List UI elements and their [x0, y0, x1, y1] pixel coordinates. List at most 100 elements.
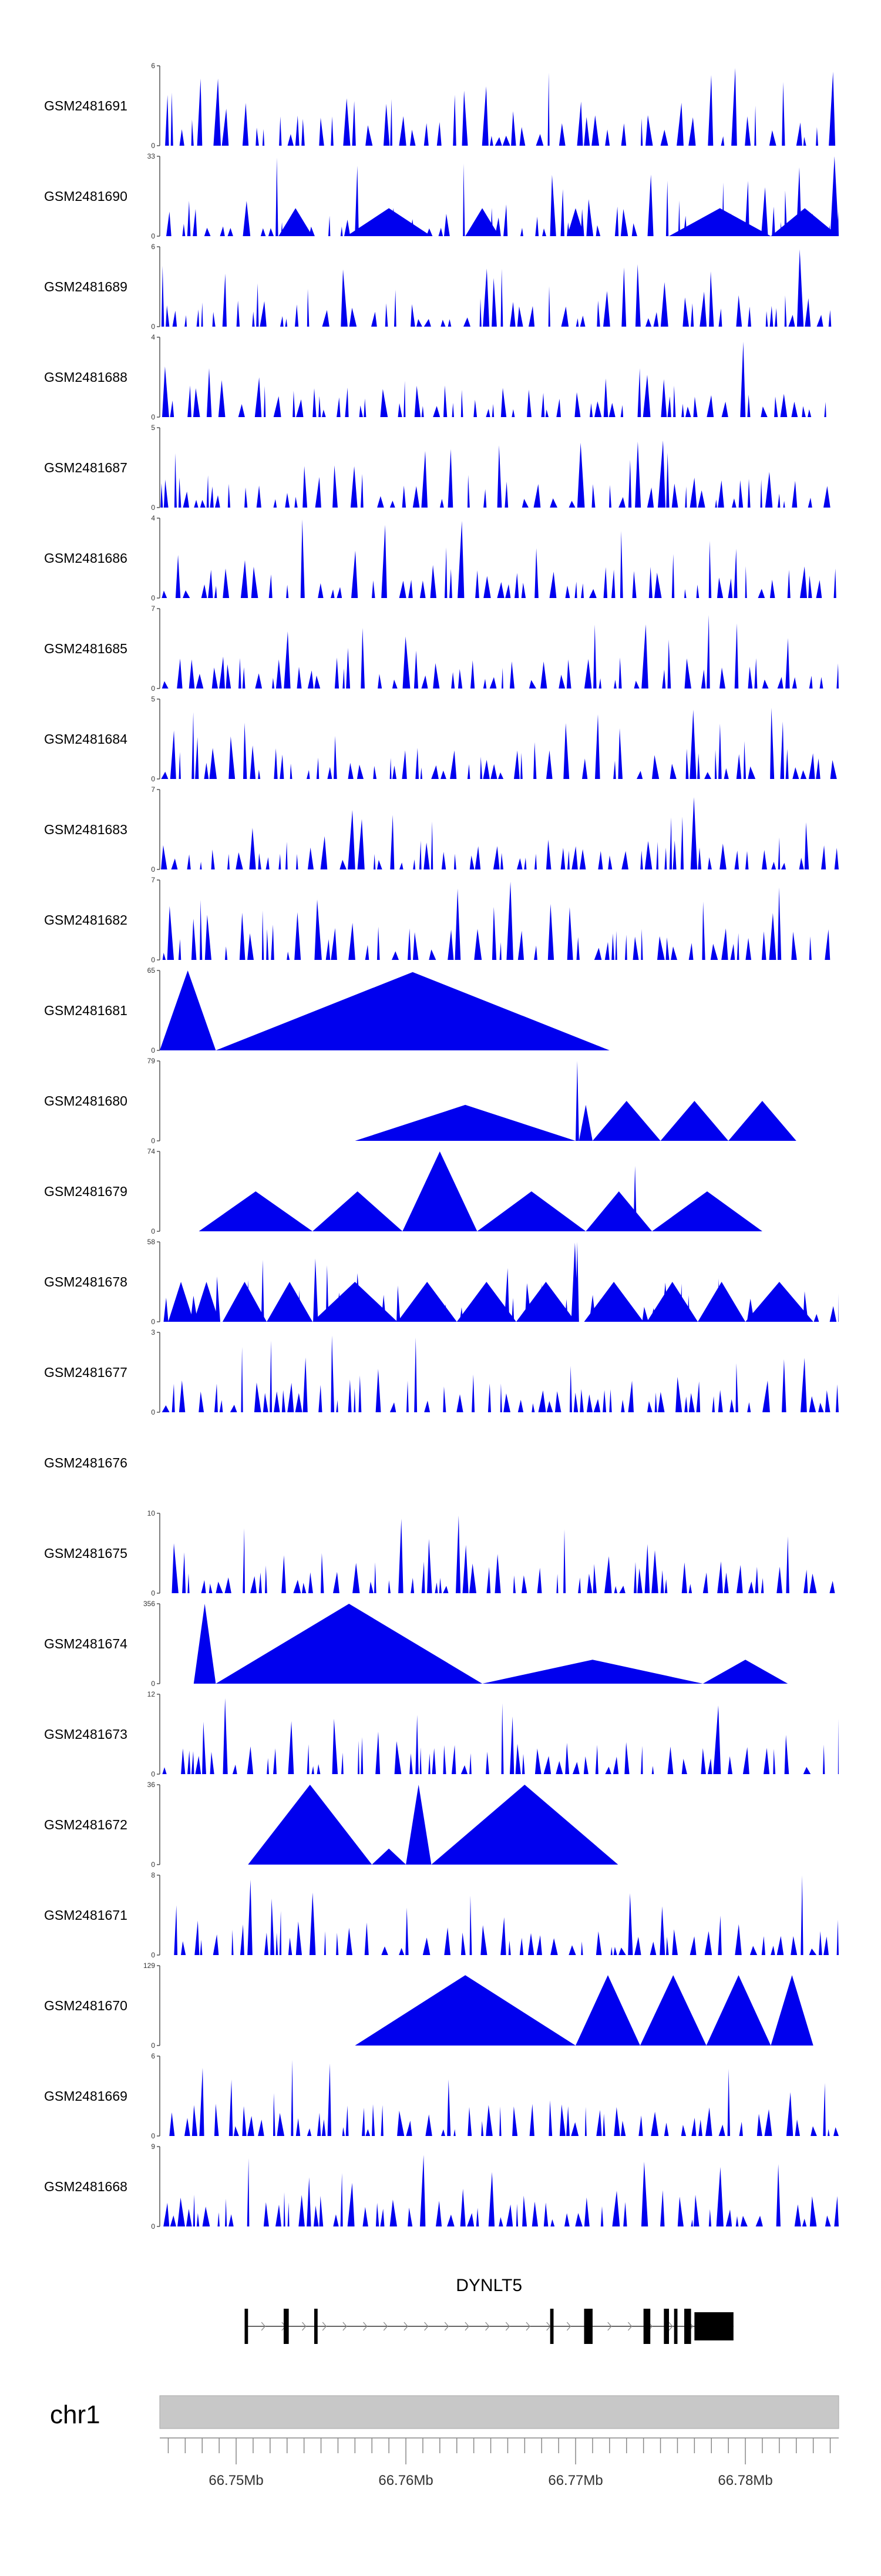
coverage-peak — [193, 1282, 220, 1322]
y-tick-label-zero: 0 — [151, 2132, 155, 2140]
y-tick-label-zero: 0 — [151, 956, 155, 964]
track-GSM2481668: GSM2481668 9 0 — [44, 2142, 839, 2231]
gene-exon — [643, 2309, 651, 2344]
track-label: GSM2481685 — [44, 641, 127, 656]
y-tick-label-zero: 0 — [151, 142, 155, 150]
coverage-area — [160, 519, 839, 598]
coverage-peak — [372, 1848, 406, 1865]
coverage-area — [160, 341, 839, 417]
coverage-area — [160, 249, 839, 327]
track-GSM2481675: GSM2481675 10 0 — [44, 1509, 839, 1597]
x-tick-label: 66.78Mb — [718, 2473, 772, 2488]
strand-arrow — [505, 2322, 510, 2331]
y-tick-label-zero: 0 — [151, 232, 155, 240]
coverage-peak — [248, 1785, 372, 1865]
y-tick-label-zero: 0 — [151, 775, 155, 783]
track-label: GSM2481679 — [44, 1184, 127, 1199]
y-tick-label-max: 7 — [151, 785, 155, 794]
y-tick-label-max: 5 — [151, 424, 155, 432]
strand-arrow — [322, 2322, 327, 2331]
track-label: GSM2481681 — [44, 1003, 127, 1018]
y-tick-label-max: 58 — [147, 1238, 156, 1246]
track-label: GSM2481669 — [44, 2088, 127, 2104]
strand-arrow — [465, 2322, 469, 2331]
track-GSM2481679: GSM2481679 74 0 — [44, 1147, 762, 1235]
coverage-peak — [771, 208, 839, 236]
coverage-peak — [193, 1604, 216, 1684]
coverage-peak — [465, 208, 499, 236]
coverage-peak — [246, 1280, 250, 1322]
coverage-peak — [312, 1191, 403, 1231]
coverage-peak — [402, 1151, 478, 1231]
coverage-peak — [477, 1191, 586, 1231]
coverage-area — [160, 614, 839, 688]
coverage-peak — [355, 1975, 576, 2046]
track-label: GSM2481678 — [44, 1274, 127, 1289]
track-GSM2481683: GSM2481683 7 0 — [44, 785, 839, 874]
strand-arrow — [342, 2322, 347, 2331]
genome-axis: chr1 66.75Mb 66.76Mb 66.77Mb 66.78Mb — [50, 2395, 839, 2488]
coverage-area — [160, 707, 839, 779]
gene-utr-block — [694, 2312, 734, 2340]
y-tick-label-zero: 0 — [151, 684, 155, 693]
track-label: GSM2481670 — [44, 1998, 127, 2013]
gene-exon — [244, 2309, 248, 2344]
coverage-area — [160, 797, 839, 869]
coverage-peak — [584, 1282, 644, 1322]
coverage-peak — [669, 208, 771, 236]
coverage-peak — [586, 1191, 653, 1231]
coverage-peak — [576, 1975, 640, 2046]
track-label: GSM2481680 — [44, 1093, 127, 1109]
track-GSM2481672: GSM2481672 36 0 — [44, 1781, 618, 1869]
track-label: GSM2481684 — [44, 731, 127, 747]
track-GSM2481690: GSM2481690 33 0 — [44, 152, 839, 240]
track-label: GSM2481676 — [44, 1455, 127, 1470]
coverage-area — [160, 1698, 839, 1774]
y-tick-label-max: 36 — [147, 1781, 156, 1789]
track-label: GSM2481671 — [44, 1907, 127, 1923]
coverage-peak — [660, 1101, 729, 1141]
y-tick-label-zero: 0 — [151, 1137, 155, 1145]
coverage-area — [160, 881, 839, 960]
coverage-peak — [216, 1604, 483, 1684]
x-tick-label: 66.75Mb — [209, 2473, 263, 2488]
y-tick-label-max: 4 — [151, 333, 155, 341]
gene-name-label: DYNLT5 — [456, 2276, 522, 2295]
coverage-area — [160, 2060, 839, 2136]
track-GSM2481691: GSM2481691 6 0 — [44, 62, 839, 150]
track-label: GSM2481682 — [44, 912, 127, 928]
coverage-peak — [346, 208, 432, 236]
strand-arrow — [363, 2322, 368, 2331]
coverage-peak — [702, 1660, 788, 1684]
y-tick-label-zero: 0 — [151, 1227, 155, 1235]
strand-arrow — [302, 2322, 307, 2331]
track-label: GSM2481688 — [44, 370, 127, 385]
gene-model: DYNLT5 — [244, 2276, 734, 2344]
coverage-peak — [728, 1101, 796, 1141]
coverage-peak — [647, 1282, 698, 1322]
coverage-peak — [278, 208, 313, 236]
strand-arrow — [444, 2322, 449, 2331]
coverage-peak — [698, 1282, 746, 1322]
coverage-area — [160, 1875, 839, 1955]
strand-arrow — [261, 2322, 266, 2331]
gene-exon — [664, 2309, 669, 2344]
track-label: GSM2481672 — [44, 1817, 127, 1832]
y-tick-label-max: 4 — [151, 514, 155, 522]
coverage-peak — [482, 1660, 703, 1684]
track-GSM2481682: GSM2481682 7 0 — [44, 876, 839, 964]
y-tick-label-zero: 0 — [151, 323, 155, 331]
track-GSM2481685: GSM2481685 7 0 — [44, 604, 839, 693]
track-GSM2481678: GSM2481678 58 0 — [44, 1238, 839, 1326]
y-tick-label-max: 6 — [151, 243, 155, 251]
coverage-peak — [567, 208, 584, 236]
strand-arrow — [668, 2322, 673, 2331]
coverage-peak — [267, 1282, 313, 1322]
y-tick-label-zero: 0 — [151, 1680, 155, 1688]
track-label: GSM2481686 — [44, 550, 127, 566]
coverage-peak — [199, 1191, 313, 1231]
coverage-peak — [222, 1282, 267, 1322]
chromosome-label: chr1 — [50, 2400, 100, 2429]
coverage-peak — [592, 1101, 661, 1141]
strand-arrow — [607, 2322, 612, 2331]
